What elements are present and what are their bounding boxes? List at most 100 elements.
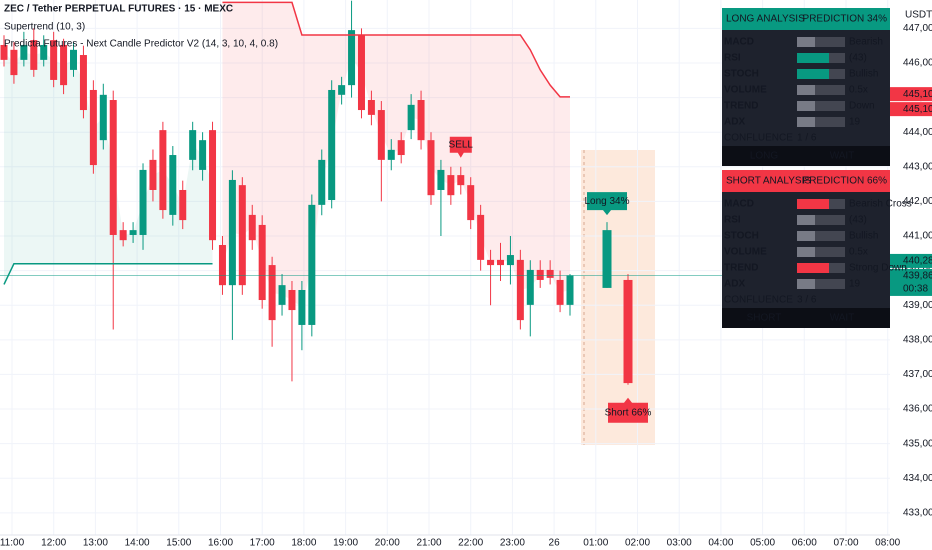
indicator-name: ADX (724, 117, 745, 128)
candle-body (189, 130, 197, 160)
panel-header (722, 170, 890, 192)
candle-body (338, 85, 346, 95)
y-tick-label: 447,00 (903, 23, 932, 34)
candle-body (268, 265, 276, 321)
x-tick-label: 06:00 (792, 538, 817, 549)
indicator-name: TREND (724, 263, 758, 274)
x-tick-label: 19:00 (333, 538, 358, 549)
price-tag-label: 445,10 (903, 89, 932, 100)
panel-prediction: PREDICTION 34% (803, 14, 888, 25)
candle-body (278, 285, 286, 305)
price-tag (890, 268, 932, 296)
price-tag-label: 445,10 (903, 104, 932, 115)
candle-body (79, 55, 87, 111)
x-tick-label: 02:00 (625, 538, 650, 549)
y-tick-label: 438,00 (903, 334, 932, 345)
x-tick-label: 12:00 (41, 538, 66, 549)
prediction-marker (608, 397, 648, 423)
candle-body (427, 140, 435, 196)
x-tick-label: 07:00 (833, 538, 858, 549)
price-tag (890, 102, 932, 117)
candle-body (467, 185, 475, 221)
candle-body (179, 189, 187, 221)
candle-body (149, 159, 157, 190)
y-tick-label: 441,00 (903, 231, 932, 242)
x-tick-label: 17:00 (250, 538, 275, 549)
candle-body (397, 140, 405, 156)
candle-body (89, 89, 97, 166)
candle-body (258, 224, 266, 301)
panel-title: SHORT ANALYSIS (726, 176, 811, 187)
indicator-name: STOCH (724, 231, 759, 242)
indicator-name: RSI (724, 53, 741, 64)
indicator-status: Bearish (849, 37, 883, 48)
indicator-status: 0.5x (849, 85, 868, 96)
y-tick-label: 446,00 (903, 58, 932, 69)
candle-body (70, 49, 78, 70)
candle-body (367, 100, 375, 115)
candle-body (318, 159, 326, 205)
candle-body (169, 155, 177, 215)
candle-body (199, 140, 207, 170)
indicator-bar (797, 263, 829, 273)
indicator-status: Down (849, 101, 875, 112)
candle-body (477, 214, 485, 260)
candle-body (377, 110, 385, 160)
y-tick-label: 442,00 (903, 196, 932, 207)
supertrend-fill (4, 52, 213, 285)
panel-header (722, 8, 890, 30)
candle-body (248, 214, 256, 241)
y-tick-label: 439,00 (903, 300, 932, 311)
candle-body (60, 44, 68, 86)
indicator-bar-track (797, 85, 845, 95)
panel-title: LONG ANALYSIS (726, 14, 805, 25)
candle-body (218, 245, 226, 286)
indicator-name: ADX (724, 279, 745, 290)
candle-body (516, 259, 524, 321)
y-tick-label: 433,00 (903, 507, 932, 518)
signal-button: SHORT (747, 313, 782, 324)
signal-button: WAIT (830, 313, 855, 324)
prediction-label: Long 34% (584, 196, 629, 207)
indicator-name: STOCH (724, 69, 759, 80)
x-tick-label: 20:00 (375, 538, 400, 549)
candle-body (139, 169, 147, 235)
candle-body (308, 204, 316, 325)
x-tick-label: 03:00 (667, 538, 692, 549)
price-tag (890, 253, 932, 268)
y-tick-label: 437,00 (903, 369, 932, 380)
candle-body (447, 175, 455, 196)
indicator-bar (797, 215, 815, 225)
candle-body (40, 44, 48, 60)
x-tick-label: 08:00 (875, 538, 900, 549)
candle-body (328, 89, 336, 201)
indicator-name: TREND (724, 101, 758, 112)
button-row (722, 146, 890, 166)
candle-body (159, 130, 167, 211)
candle-body (407, 104, 415, 131)
candle-body (497, 259, 504, 266)
indicator-label: Predicta Futures - Next Candle Predictor… (4, 39, 278, 50)
indicator-name: VOLUME (724, 85, 767, 96)
candle-body (228, 179, 236, 286)
sell-marker (449, 136, 472, 158)
candle-body (546, 269, 554, 278)
candle-body (387, 149, 395, 160)
x-tick-label: 01:00 (583, 538, 608, 549)
candle-body (0, 44, 8, 60)
candle-body (457, 175, 465, 186)
indicator-bar-track (797, 247, 845, 257)
x-tick-label: 14:00 (125, 538, 150, 549)
indicator-bar (797, 85, 815, 95)
candle-body (536, 269, 544, 280)
indicator-bar (797, 37, 815, 47)
indicator-bar (797, 279, 815, 289)
candle-body (50, 40, 58, 80)
indicator-bar-track (797, 101, 845, 111)
indicator-name: RSI (724, 215, 741, 226)
price-tag-label: 440,28 (903, 256, 932, 267)
price-countdown: 00:38 (903, 284, 928, 295)
candle-body (109, 100, 117, 235)
candle-body (357, 35, 365, 111)
